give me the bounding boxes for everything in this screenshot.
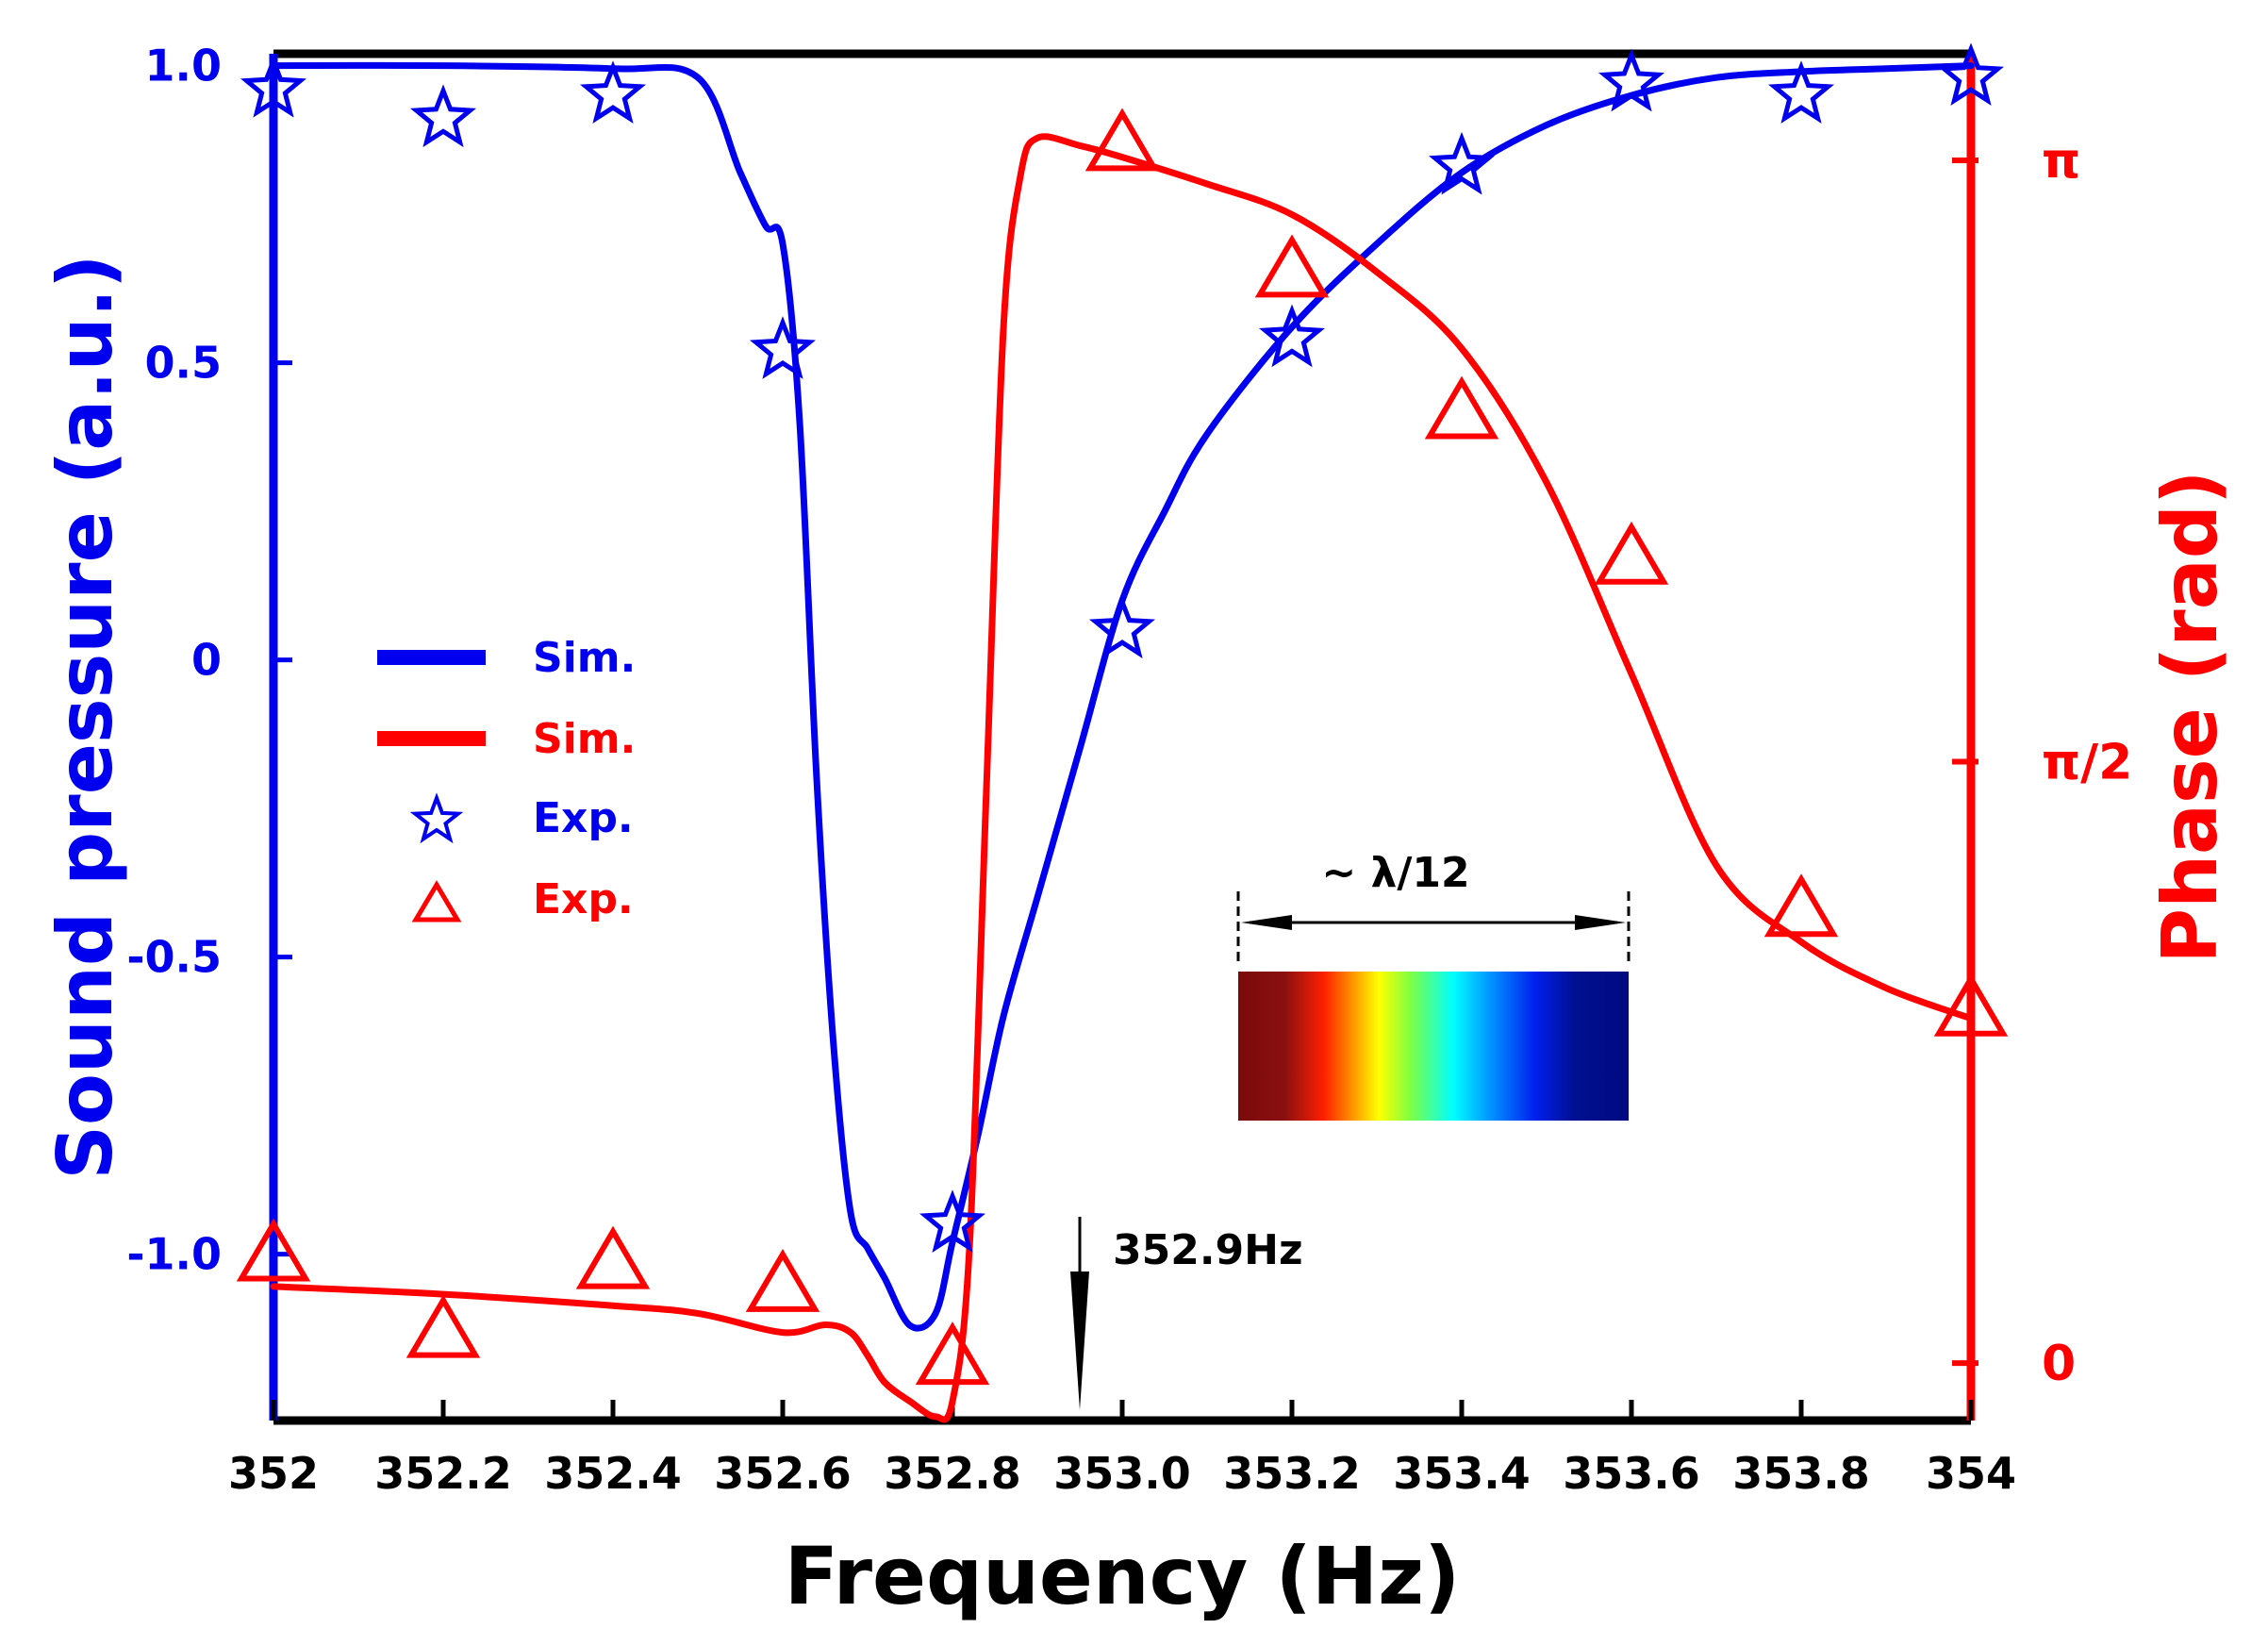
plot-area — [269, 49, 1976, 1425]
x-tick-label: 353.4 — [1393, 1448, 1531, 1499]
legend-exp-triangle-icon — [411, 880, 462, 923]
left-axis-ticks: 1.0 0.5 0 -0.5 -1.0 — [126, 41, 292, 1280]
exp-triangle-point — [1594, 521, 1669, 585]
legend-sim-phase-label: Sim. — [533, 715, 636, 763]
x-tick-label: 354 — [1926, 1448, 2016, 1499]
exp-star-point — [579, 60, 647, 124]
legend-star-shape — [409, 792, 464, 844]
exp-triangle-point — [406, 1294, 481, 1358]
exp-star-point — [1767, 60, 1835, 124]
x-tick-label: 352.8 — [884, 1448, 1021, 1499]
right-tick-label: 0 — [2042, 1336, 2076, 1392]
exp-star-point — [1258, 304, 1326, 368]
legend-exp-amplitude-label: Exp. — [533, 794, 634, 842]
exp-triangle-point — [1763, 873, 1839, 938]
exp-triangle-point — [575, 1225, 651, 1289]
exp-triangle-point — [1424, 375, 1499, 440]
x-tick-label: 353.6 — [1563, 1448, 1700, 1499]
x-tick-label: 352.6 — [714, 1448, 852, 1499]
exp-triangle-point — [1254, 234, 1330, 298]
left-tick-label: -0.5 — [126, 932, 222, 983]
inset-width-label: ~ λ/12 — [1321, 849, 1469, 897]
legend: Sim. Sim. Exp. Exp. — [377, 634, 636, 923]
series-lines — [270, 61, 1975, 1423]
legend-sim-amplitude-label: Sim. — [533, 634, 636, 682]
exp-triangle-point — [1084, 108, 1160, 172]
resonance-arrow-head — [1070, 1272, 1089, 1410]
left-tick-label: 0 — [191, 635, 222, 686]
right-tick-label: π — [2042, 133, 2080, 190]
amplitude-sim-line — [270, 61, 1975, 1332]
inset-arrow-right — [1575, 915, 1626, 930]
right-axis-ticks: π π/2 0 — [1952, 133, 2132, 1392]
x-tick-label: 353.2 — [1223, 1448, 1361, 1499]
exp-star-point — [240, 54, 307, 118]
x-axis-title: Frequency (Hz) — [785, 1530, 1461, 1622]
x-tick-label: 352.2 — [374, 1448, 512, 1499]
exp-star-point — [1937, 42, 2005, 107]
resonance-marker: 352.9Hz — [1070, 1217, 1303, 1410]
exp-triangle-point — [915, 1321, 990, 1386]
phase-sim-line — [270, 133, 1975, 1423]
x-tick-label: 353.8 — [1732, 1448, 1870, 1499]
exp-star-point — [1598, 48, 1665, 112]
resonance-frequency-label: 352.9Hz — [1113, 1226, 1303, 1274]
exp-star-point — [1428, 131, 1496, 195]
exp-triangle-point — [1933, 972, 2009, 1037]
exp-star-point — [409, 84, 477, 148]
exp-star-point — [1088, 595, 1156, 658]
inset-pressure-map: ~ λ/12 — [1236, 849, 1631, 1121]
left-tick-label: -1.0 — [126, 1229, 222, 1280]
right-axis-title: Phase (rad) — [2146, 470, 2234, 963]
left-tick-label: 1.0 — [145, 41, 223, 91]
inset-colormap-bar — [1238, 972, 1629, 1121]
exp-star-point — [919, 1189, 986, 1253]
exp-triangle-point — [745, 1248, 820, 1312]
exp-star-point — [749, 316, 817, 379]
right-tick-label: π/2 — [2042, 735, 2132, 791]
left-axis-title: Sound pressure (a.u.) — [41, 254, 129, 1179]
exp-triangle-point — [236, 1218, 311, 1282]
x-tick-label: 352.4 — [544, 1448, 682, 1499]
inset-arrow-left — [1241, 915, 1292, 930]
x-tick-label: 352 — [228, 1448, 319, 1499]
legend-exp-phase-label: Exp. — [533, 875, 634, 923]
left-tick-label: 0.5 — [145, 338, 223, 389]
x-tick-label: 353.0 — [1053, 1448, 1191, 1499]
series-markers — [236, 42, 2009, 1386]
x-axis-ticks: 352 352.2 352.4 352.6 352.8 353.0 353.2 353.4 35… — [228, 1400, 2016, 1499]
legend-exp-star-icon — [409, 792, 464, 844]
